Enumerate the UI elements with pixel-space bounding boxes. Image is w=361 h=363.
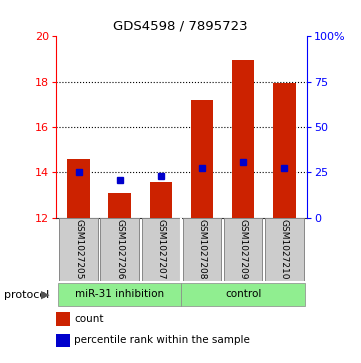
Text: percentile rank within the sample: percentile rank within the sample	[74, 335, 250, 346]
FancyBboxPatch shape	[182, 282, 305, 306]
Bar	[149, 182, 172, 218]
Text: GSM1027210: GSM1027210	[280, 219, 289, 280]
FancyBboxPatch shape	[142, 219, 180, 281]
FancyBboxPatch shape	[58, 282, 182, 306]
Text: protocol: protocol	[4, 290, 49, 300]
Text: control: control	[225, 289, 261, 299]
Text: GSM1027205: GSM1027205	[74, 219, 83, 280]
Text: GSM1027209: GSM1027209	[239, 219, 248, 280]
Text: GDS4598 / 7895723: GDS4598 / 7895723	[113, 20, 248, 33]
Bar	[108, 193, 131, 218]
Text: count: count	[74, 314, 104, 324]
FancyBboxPatch shape	[183, 219, 221, 281]
Bar	[273, 83, 296, 218]
Bar	[67, 159, 90, 218]
Text: ▶: ▶	[41, 290, 49, 300]
Text: GSM1027207: GSM1027207	[156, 219, 165, 280]
FancyBboxPatch shape	[265, 219, 304, 281]
Text: GSM1027208: GSM1027208	[197, 219, 206, 280]
Text: GSM1027206: GSM1027206	[115, 219, 124, 280]
Bar	[191, 100, 213, 218]
Text: miR-31 inhibition: miR-31 inhibition	[75, 289, 164, 299]
Bar	[232, 60, 255, 218]
FancyBboxPatch shape	[100, 219, 139, 281]
FancyBboxPatch shape	[59, 219, 98, 281]
FancyBboxPatch shape	[224, 219, 262, 281]
